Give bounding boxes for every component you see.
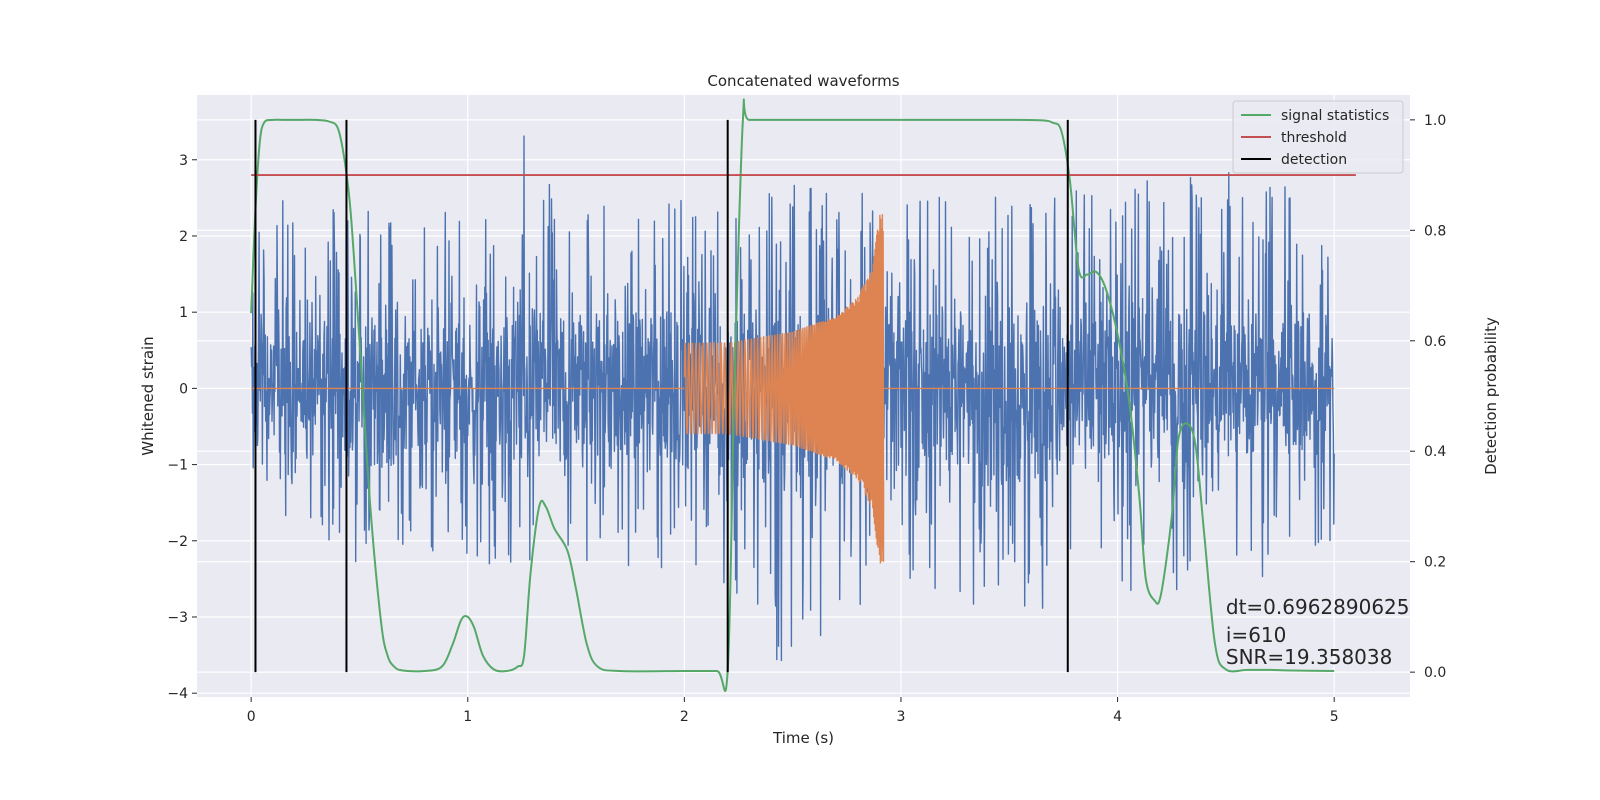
x-tick-label-3: 3 (897, 709, 906, 725)
y-tick-label-right-0: 0.0 (1424, 665, 1446, 681)
y-tick-label-left-4: 0 (179, 381, 188, 397)
y-tick-label-right-3: 0.6 (1424, 334, 1446, 350)
legend-label-1: threshold (1281, 130, 1347, 146)
annotation-2: SNR=19.358038 (1226, 645, 1392, 669)
x-tick-label-5: 5 (1330, 709, 1339, 725)
annotation-1: i=610 (1226, 623, 1287, 647)
y-axis-label-right: Detection probability (1482, 317, 1500, 475)
legend-label-0: signal statistics (1281, 108, 1389, 124)
y-axis-label-left: Whitened strain (139, 336, 157, 455)
y-tick-label-left-2: −2 (167, 534, 188, 550)
y-tick-label-left-5: 1 (179, 305, 188, 321)
strain-series-line (250, 135, 1335, 662)
x-axis-label: Time (s) (772, 729, 834, 747)
annotation-0: dt=0.6962890625 (1226, 595, 1410, 619)
series-layer (250, 98, 1356, 692)
y-tick-label-right-4: 0.8 (1424, 223, 1446, 239)
injection-series-line (251, 214, 1335, 564)
y-tick-label-left-3: −1 (167, 458, 188, 474)
y-tick-label-right-2: 0.4 (1424, 444, 1446, 460)
y-tick-label-left-7: 3 (179, 153, 188, 169)
chart-title: Concatenated waveforms (707, 72, 899, 90)
axes: 0 1 2 3 4 5 −4 −3 −2 −1 0 1 2 3 0.0 0.2 0.4 0.6 0.8 1.0 (167, 113, 1446, 725)
y-tick-label-left-6: 2 (179, 229, 188, 245)
y-tick-label-right-5: 1.0 (1424, 113, 1446, 129)
legend-label-2: detection (1281, 152, 1347, 168)
legend: signal statistics threshold detection (1232, 100, 1404, 174)
x-tick-label-2: 2 (680, 709, 689, 725)
y-tick-label-left-1: −3 (167, 610, 188, 626)
x-tick-label-4: 4 (1113, 709, 1122, 725)
y-tick-label-right-1: 0.2 (1424, 555, 1446, 571)
legend-box (1232, 100, 1404, 174)
signal-statistics-line (250, 98, 1335, 692)
x-tick-label-0: 0 (247, 709, 256, 725)
y-tick-label-left-0: −4 (167, 686, 188, 702)
x-tick-label-1: 1 (463, 709, 472, 725)
